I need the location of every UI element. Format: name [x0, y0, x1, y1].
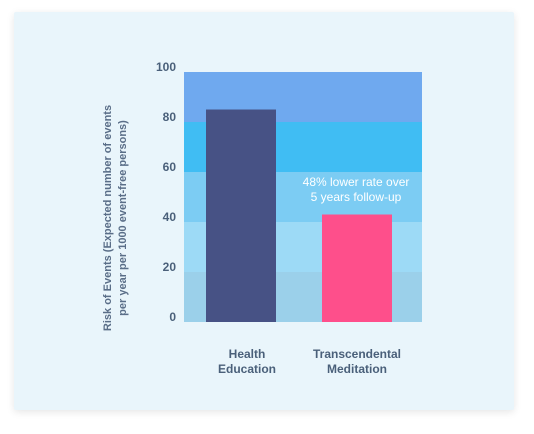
y-axis-label-line-2: per year per 1000 event-free persons)	[117, 120, 129, 316]
y-axis-ticks: 0 20 40 60 80 100	[156, 60, 176, 324]
x-label-tm-line-1: Transcendental	[313, 347, 401, 361]
y-axis-label-line-1: Risk of Events (Expected number of event…	[102, 105, 114, 331]
y-tick-100: 100	[156, 60, 176, 74]
x-label-health-line-1: Health	[229, 347, 266, 361]
bar-1	[322, 214, 392, 322]
annotation-line-1: 48% lower rate over	[303, 175, 410, 189]
y-tick-80: 80	[163, 110, 177, 124]
y-tick-60: 60	[163, 160, 177, 174]
x-label-health-line-2: Education	[218, 362, 276, 376]
y-tick-0: 0	[169, 310, 176, 324]
annotation-line-2: 5 years follow-up	[311, 190, 402, 204]
y-tick-40: 40	[163, 210, 177, 224]
x-label-tm-line-2: Meditation	[327, 362, 387, 376]
bar-0	[206, 109, 276, 322]
y-tick-20: 20	[163, 260, 177, 274]
bars	[206, 109, 392, 322]
